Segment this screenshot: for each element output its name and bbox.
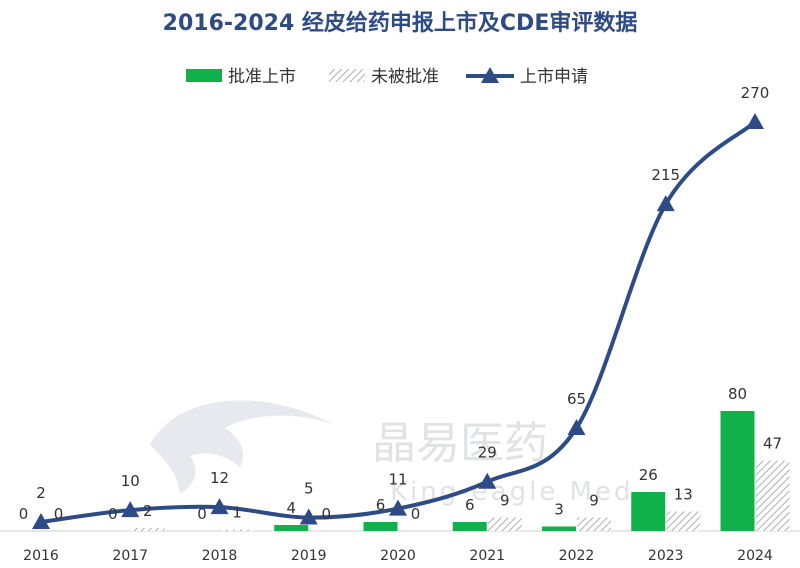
marker-applications-2017 [121, 501, 140, 518]
legend-marker-applications [481, 67, 499, 83]
label-rejected-2022: 9 [589, 492, 599, 510]
marker-applications-2023 [656, 195, 675, 212]
x-tick-2020: 2020 [380, 548, 416, 564]
x-tick-group: 2016 2017 2018 2019 2020 2021 2022 2023 2024 [23, 548, 773, 564]
x-tick-2016: 2016 [23, 548, 59, 564]
label-applications-2023: 215 [651, 166, 680, 184]
bar-rejected-2018 [220, 529, 254, 531]
label-rejected-2016: 0 [54, 505, 64, 523]
watermark-text: 晶易医药 [372, 418, 548, 469]
line-series-group [32, 113, 764, 530]
legend-item-applications: 上市申请 [466, 67, 588, 87]
x-tick-2017: 2017 [112, 548, 148, 564]
bar-approved-2023 [631, 492, 666, 531]
marker-applications-2020 [389, 499, 407, 516]
label-approved-2016: 0 [19, 505, 29, 523]
label-applications-2022: 65 [567, 390, 586, 408]
label-rejected-2019: 0 [321, 505, 331, 523]
bar-rejected-2023 [666, 511, 701, 531]
label-approved-2024: 80 [728, 385, 747, 403]
label-rejected-2018: 1 [232, 504, 242, 522]
watermark: 晶易医药 King-eagle Med [150, 400, 631, 507]
marker-applications-2024 [746, 113, 764, 130]
label-applications-2017: 10 [121, 472, 140, 490]
marker-applications-2022 [567, 419, 586, 435]
bar-rejected-2017 [130, 528, 165, 531]
bar-rejected-2021 [487, 517, 522, 531]
legend: 批准上市 未被批准 上市申请 [186, 67, 588, 87]
label-rejected-2017: 2 [143, 502, 153, 520]
bar-approved-2021 [452, 522, 487, 531]
chart-title: 2016-2024 经皮给药申报上市及CDE审评数据 [163, 10, 638, 36]
label-approved-2023: 26 [639, 466, 658, 484]
x-tick-2021: 2021 [469, 548, 505, 564]
label-applications-2018: 12 [210, 469, 229, 487]
label-rejected-2021: 9 [500, 492, 510, 510]
label-rejected-2024: 47 [763, 435, 782, 453]
label-approved-2020: 6 [376, 496, 386, 514]
label-approved-2022: 3 [554, 501, 564, 519]
bar-rejected-2022 [577, 517, 611, 531]
x-tick-2024: 2024 [737, 548, 773, 564]
label-approved-2021: 6 [465, 496, 475, 514]
legend-item-rejected: 未被批准 [329, 67, 439, 87]
marker-applications-2018 [210, 498, 229, 515]
legend-item-approved: 批准上市 [186, 67, 296, 87]
legend-swatch-approved [186, 69, 222, 82]
eagle-logo-icon [150, 400, 335, 494]
x-tick-2023: 2023 [648, 548, 684, 564]
label-applications-2020: 11 [388, 471, 407, 489]
label-applications-2019: 5 [304, 480, 314, 498]
label-approved-2018: 0 [197, 505, 207, 523]
bar-rejected-2024 [755, 460, 790, 531]
x-tick-2018: 2018 [202, 548, 238, 564]
bar-approved-2024 [720, 411, 755, 531]
label-approved-2019: 4 [286, 499, 296, 517]
bar-approved-2022 [542, 526, 576, 531]
label-rejected-2023: 13 [674, 486, 693, 504]
marker-applications-2019 [299, 508, 318, 525]
label-rejected-2020: 0 [411, 505, 421, 523]
bar-group [130, 411, 790, 531]
label-applications-2016: 2 [36, 484, 46, 502]
label-applications-2024: 270 [741, 84, 770, 102]
x-tick-2019: 2019 [291, 548, 327, 564]
label-applications-2021: 29 [478, 444, 497, 462]
label-approved-2017: 0 [108, 505, 118, 523]
legend-label-applications: 上市申请 [520, 67, 588, 87]
marker-applications-2016 [32, 513, 50, 530]
legend-label-rejected: 未被批准 [371, 67, 439, 87]
bar-approved-2019 [274, 525, 309, 531]
x-tick-2022: 2022 [559, 548, 595, 564]
bar-approved-2020 [363, 522, 398, 531]
legend-label-approved: 批准上市 [228, 67, 296, 87]
line-applications [40, 120, 757, 525]
legend-swatch-rejected [329, 69, 365, 82]
marker-applications-2021 [478, 472, 497, 489]
